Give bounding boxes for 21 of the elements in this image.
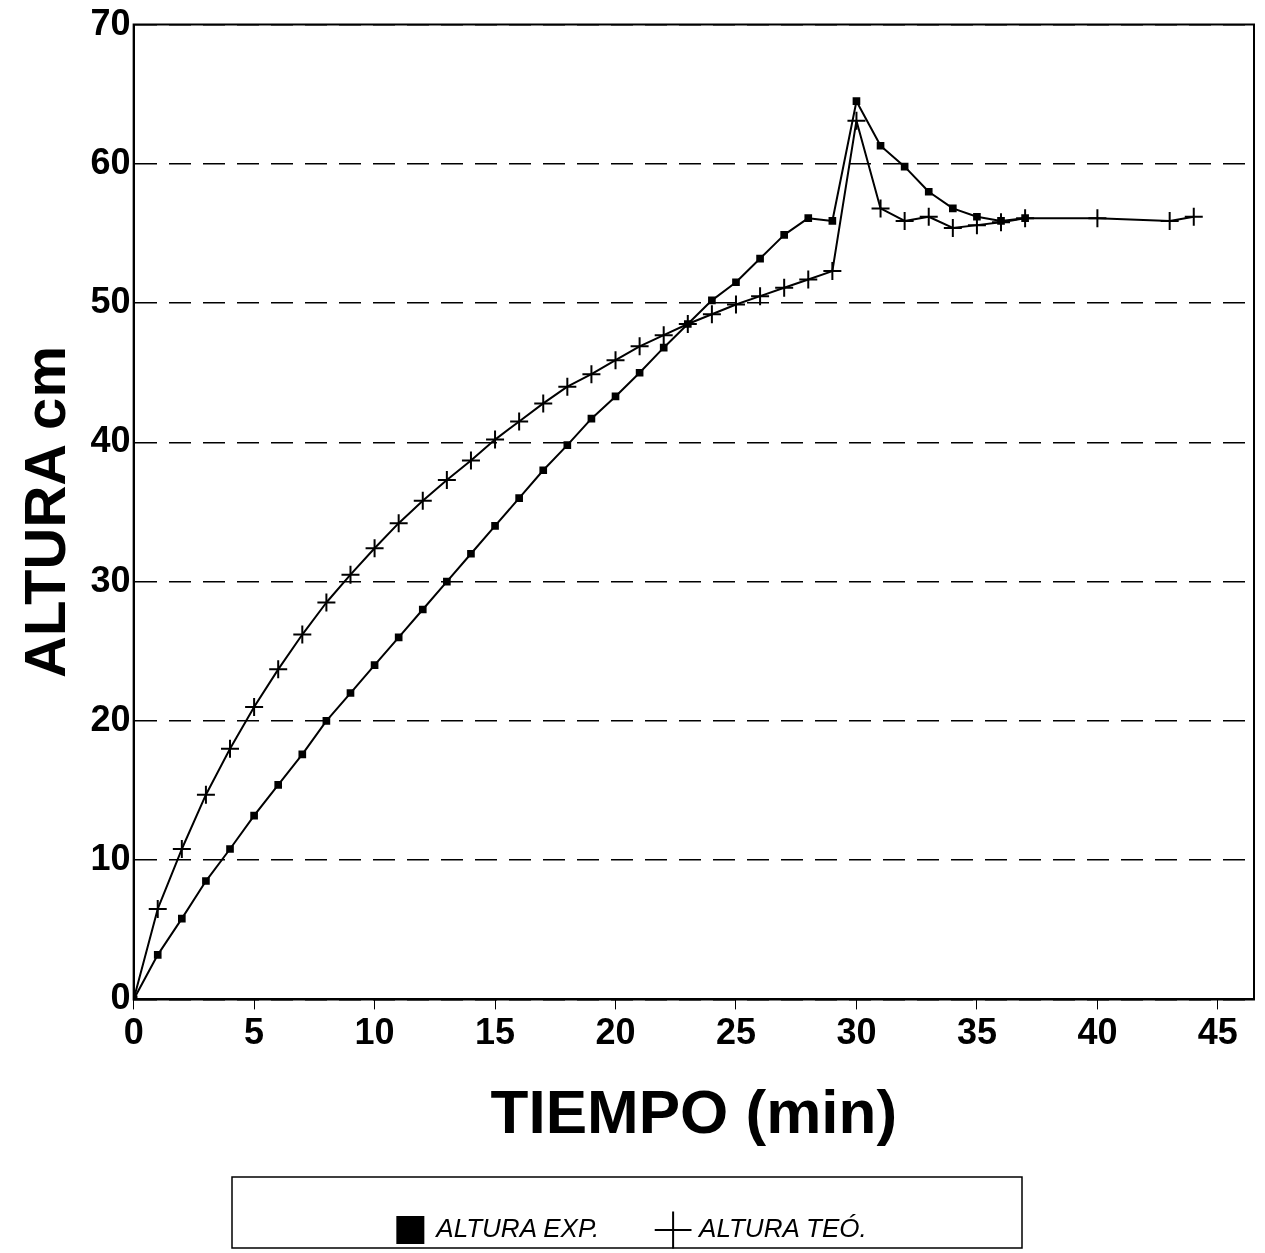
y-tick-label: 50 bbox=[90, 280, 131, 322]
y-tick-label: 60 bbox=[90, 140, 131, 182]
legend-label: ALTURA TEÓ. bbox=[697, 1213, 867, 1244]
x-tick-label: 25 bbox=[715, 1010, 757, 1052]
y-tick-label: 40 bbox=[90, 419, 131, 461]
x-tick-label: 35 bbox=[956, 1010, 997, 1052]
y-tick-label: 0 bbox=[110, 976, 131, 1018]
y-tick-label: 70 bbox=[90, 1, 131, 43]
x-tick-label: 20 bbox=[595, 1010, 636, 1052]
y-tick-label: 20 bbox=[90, 697, 131, 739]
x-tick-label: 45 bbox=[1197, 1010, 1238, 1052]
x-tick-label: 10 bbox=[354, 1010, 395, 1052]
x-tick-label: 30 bbox=[836, 1010, 877, 1052]
y-tick-label: 30 bbox=[90, 558, 131, 600]
legend-label: ALTURA EXP. bbox=[434, 1213, 600, 1244]
x-tick-label: 40 bbox=[1077, 1010, 1118, 1052]
x-axis-title: TIEMPO (min) bbox=[490, 1076, 898, 1146]
y-tick-label: 10 bbox=[90, 837, 131, 879]
x-tick-label: 15 bbox=[475, 1010, 516, 1052]
y-axis-title: ALTURA cm bbox=[11, 346, 77, 678]
x-tick-label: 5 bbox=[244, 1010, 265, 1052]
